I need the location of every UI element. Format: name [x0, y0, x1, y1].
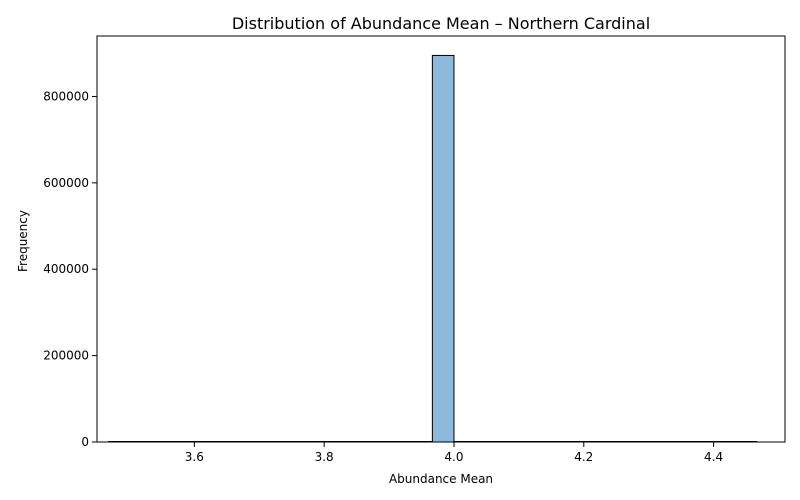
x-tick-label: 3.6	[185, 450, 204, 464]
histogram-bar	[431, 54, 455, 443]
axes-frame	[96, 35, 786, 443]
chart-title: Distribution of Abundance Mean – Norther…	[232, 14, 650, 33]
x-tick-label: 4.2	[574, 450, 593, 464]
x-tick-label: 4.0	[444, 450, 463, 464]
y-tick-label: 200000	[43, 349, 89, 363]
y-axis: 0 200000 400000 600000 800000	[43, 89, 97, 449]
y-tick-label: 800000	[43, 89, 89, 103]
y-tick-label: 600000	[43, 176, 89, 190]
y-tick-label: 0	[81, 435, 89, 449]
y-axis-label: Frequency	[16, 210, 30, 272]
x-tick-label: 4.4	[704, 450, 723, 464]
plot-area	[96, 35, 786, 443]
x-axis-label: Abundance Mean	[389, 472, 493, 486]
x-tick-label: 3.8	[315, 450, 334, 464]
x-axis: 3.6 3.8 4.0 4.2 4.4	[185, 442, 723, 464]
y-tick-label: 400000	[43, 262, 89, 276]
